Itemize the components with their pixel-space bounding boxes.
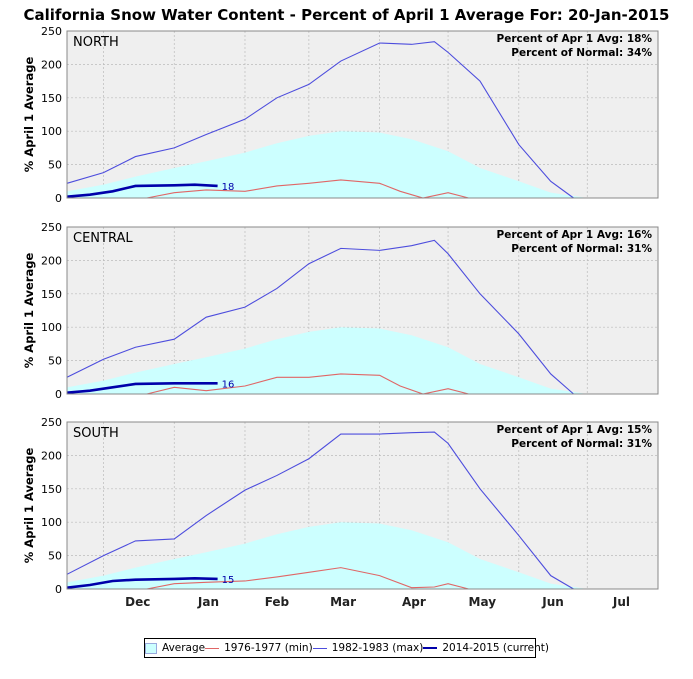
legend-label: 2014-2015 (current) (442, 642, 549, 654)
y-tick-label: 0 (55, 583, 62, 596)
plot-border (66, 30, 659, 199)
legend-swatch-average (145, 642, 157, 654)
x-tick-label: Apr (402, 595, 426, 609)
x-tick-label: Dec (125, 595, 150, 609)
series-max-line (66, 239, 574, 395)
y-tick-label: 50 (48, 159, 62, 172)
series-max-line (66, 41, 574, 199)
legend: Average 1976-1977 (min) 1982-1983 (max) 201… (144, 638, 549, 658)
current-value-label: 15 (222, 575, 235, 586)
series-average-area (67, 131, 588, 198)
y-tick-label: 100 (41, 321, 62, 334)
y-tick-label: 200 (41, 254, 62, 267)
legend-label: 1982-1983 (max) (331, 642, 424, 654)
series-min-line (146, 373, 469, 395)
panel-north: 0 50 100 150 200 250 18 NORTH Percent of Apr 1 A… (22, 25, 659, 205)
annotation-percent-avg: Percent of Apr 1 Avg: 16% (497, 229, 653, 241)
annotation-percent-avg: Percent of Apr 1 Avg: 18% (497, 33, 653, 45)
series-min-line (146, 179, 469, 199)
legend-label: 1976-1977 (min) (224, 642, 313, 654)
series-current-line (66, 382, 218, 394)
y-tick-label: 0 (55, 388, 62, 401)
x-tick-label: Feb (265, 595, 290, 609)
legend-swatch-max (312, 647, 327, 649)
series-current-line (66, 577, 218, 589)
y-tick-label: 150 (41, 483, 62, 496)
y-tick-label: 100 (41, 516, 62, 529)
region-name: SOUTH (73, 426, 119, 441)
current-value-label: 16 (222, 379, 235, 390)
region-name: CENTRAL (73, 231, 133, 246)
y-tick-label: 250 (41, 416, 62, 429)
y-tick-label: 50 (48, 355, 62, 368)
legend-label: Average (162, 642, 206, 654)
legend-swatch-current (423, 647, 438, 649)
y-tick-label: 50 (48, 550, 62, 563)
x-tick-label: Jun (541, 595, 564, 609)
plot-border (66, 421, 659, 590)
annotation-percent-normal: Percent of Normal: 31% (511, 438, 652, 450)
current-value-label: 18 (222, 182, 235, 193)
y-tick-label: 200 (41, 58, 62, 71)
annotation-percent-normal: Percent of Normal: 31% (511, 243, 652, 255)
x-tick-label: Mar (330, 595, 356, 609)
legend-item: 1976-1977 (min) (205, 642, 313, 654)
y-tick-label: 150 (41, 92, 62, 105)
series-current-line (66, 183, 218, 198)
series-min-line (146, 567, 469, 590)
y-axis-label: % April 1 Average (22, 448, 36, 564)
legend-item: Average (145, 642, 205, 654)
panel-south: 0 50 100 150 200 250 15 SOUTH Percent of Apr 1 A… (22, 416, 659, 596)
legend-item: 1982-1983 (max) (312, 642, 424, 654)
y-tick-label: 250 (41, 221, 62, 234)
chart-title: California Snow Water Content - Percent … (23, 6, 670, 24)
y-tick-label: 250 (41, 25, 62, 38)
region-name: NORTH (73, 35, 119, 50)
legend-item: 2014-2015 (current) (423, 642, 549, 654)
annotation-percent-avg: Percent of Apr 1 Avg: 15% (497, 424, 653, 436)
x-tick-label: May (469, 595, 497, 609)
x-tick-label: Jul (612, 595, 630, 609)
annotation-percent-normal: Percent of Normal: 34% (511, 47, 652, 59)
legend-swatch-min (205, 647, 220, 649)
x-tick-label: Jan (197, 595, 219, 609)
y-axis-label: % April 1 Average (22, 253, 36, 369)
series-max-line (66, 431, 574, 590)
y-tick-label: 0 (55, 192, 62, 205)
y-tick-label: 150 (41, 288, 62, 301)
y-axis-label: % April 1 Average (22, 57, 36, 173)
series-average-area (67, 522, 588, 589)
y-tick-label: 200 (41, 449, 62, 462)
series-average-area (67, 327, 588, 394)
y-tick-label: 100 (41, 125, 62, 138)
plot-border (66, 226, 659, 395)
panel-central: 0 50 100 150 200 250 16 CENTRAL Percent of Apr 1… (22, 221, 659, 401)
